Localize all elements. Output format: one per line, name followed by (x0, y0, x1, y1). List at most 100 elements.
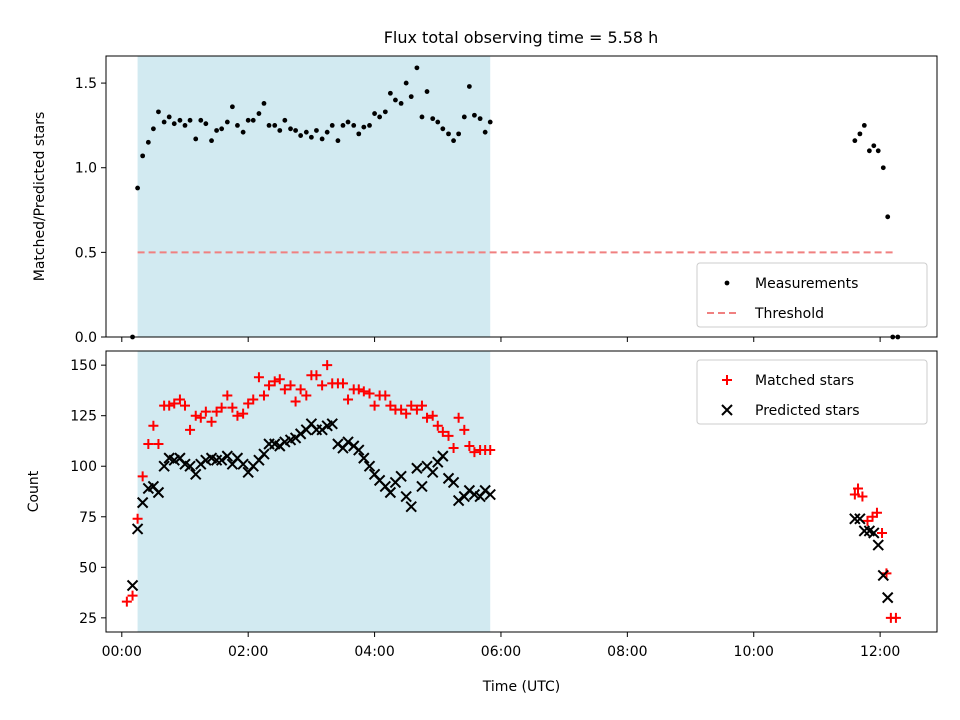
data-point (148, 420, 159, 431)
data-point (466, 84, 472, 89)
data-point (472, 112, 477, 118)
data-point (356, 131, 362, 137)
data-point (164, 400, 175, 411)
data-point (451, 138, 456, 144)
data-point (403, 80, 409, 86)
data-point (136, 496, 149, 509)
data-point (484, 488, 496, 501)
data-point (293, 128, 298, 133)
data-point (857, 491, 868, 502)
data-point (342, 436, 354, 448)
x-tick-label: 06:00 (481, 644, 521, 660)
data-point (152, 486, 165, 499)
data-point (866, 148, 872, 154)
data-point (337, 378, 348, 389)
data-point (190, 468, 202, 481)
data-point (485, 445, 496, 456)
data-point (377, 114, 383, 120)
data-point (875, 148, 881, 154)
data-point (161, 119, 167, 125)
data-point (288, 126, 293, 132)
data-point (464, 441, 475, 452)
legend-box (696, 262, 928, 328)
data-point (427, 410, 438, 421)
data-point (372, 111, 377, 116)
data-point (179, 400, 190, 411)
data-point (382, 109, 388, 115)
data-point (195, 412, 206, 423)
legend-label: Threshold (754, 306, 824, 322)
legend-label: Matched stars (755, 373, 854, 389)
data-point (171, 121, 177, 127)
data-point (314, 128, 319, 133)
data-point (448, 443, 459, 454)
data-point (272, 123, 278, 128)
data-point (335, 138, 341, 144)
data-point (311, 370, 322, 381)
data-point (248, 394, 259, 405)
data-point (127, 590, 138, 601)
y-tick-label: 25 (79, 611, 97, 627)
data-point (274, 374, 285, 385)
data-point (393, 97, 398, 103)
data-point (440, 126, 446, 132)
data-point (229, 104, 235, 110)
data-point (132, 513, 143, 524)
data-point (872, 539, 884, 551)
data-point (317, 380, 328, 391)
data-point (885, 214, 891, 220)
data-point (198, 117, 204, 123)
data-point (398, 100, 404, 106)
data-point (264, 380, 275, 391)
data-point (219, 126, 225, 132)
x-tick-label: 02:00 (228, 644, 268, 660)
y-axis-label: Matched/Predicted stars (32, 112, 48, 282)
y-axis-label: Count (26, 470, 42, 512)
x-tick-label: 12:00 (860, 644, 900, 660)
y-tick-label: 1.5 (75, 76, 97, 92)
data-point (353, 384, 364, 395)
data-point (258, 390, 269, 401)
data-point (245, 117, 251, 123)
data-point (150, 126, 156, 132)
data-point (294, 428, 307, 440)
data-point (277, 128, 283, 133)
data-point (406, 400, 417, 411)
data-point (250, 117, 256, 123)
data-point (456, 131, 462, 137)
legend-label: Predicted stars (755, 403, 860, 419)
data-point (153, 438, 164, 449)
data-point (279, 384, 290, 395)
data-point (303, 129, 309, 135)
data-point (290, 396, 301, 407)
x-axis-label: Time (UTC) (482, 679, 560, 695)
data-point (395, 470, 407, 483)
data-point (266, 123, 272, 128)
data-point (853, 483, 864, 494)
data-point (156, 109, 161, 115)
data-point (169, 398, 180, 409)
data-point (871, 507, 882, 518)
data-point (437, 426, 448, 437)
data-point (135, 185, 140, 191)
data-point (285, 380, 296, 391)
top-panel: 0.0 0.5 1.0 1.5 Matched/Predicted stars Measu… (32, 55, 938, 346)
data-point (140, 153, 146, 159)
data-point (158, 460, 170, 472)
data-point (190, 410, 201, 421)
data-point (232, 410, 243, 421)
data-point (367, 123, 372, 128)
y-tick-label: 75 (79, 510, 97, 526)
data-point (243, 398, 254, 409)
data-point (871, 143, 877, 149)
legend-swatch (721, 404, 733, 416)
observing-window-shade (137, 56, 491, 337)
data-point (443, 430, 454, 441)
data-point (861, 123, 867, 128)
data-point (414, 65, 420, 71)
data-point (432, 420, 443, 431)
data-point (256, 111, 262, 116)
data-point (185, 424, 196, 435)
data-point (400, 490, 412, 503)
data-point (849, 489, 860, 500)
